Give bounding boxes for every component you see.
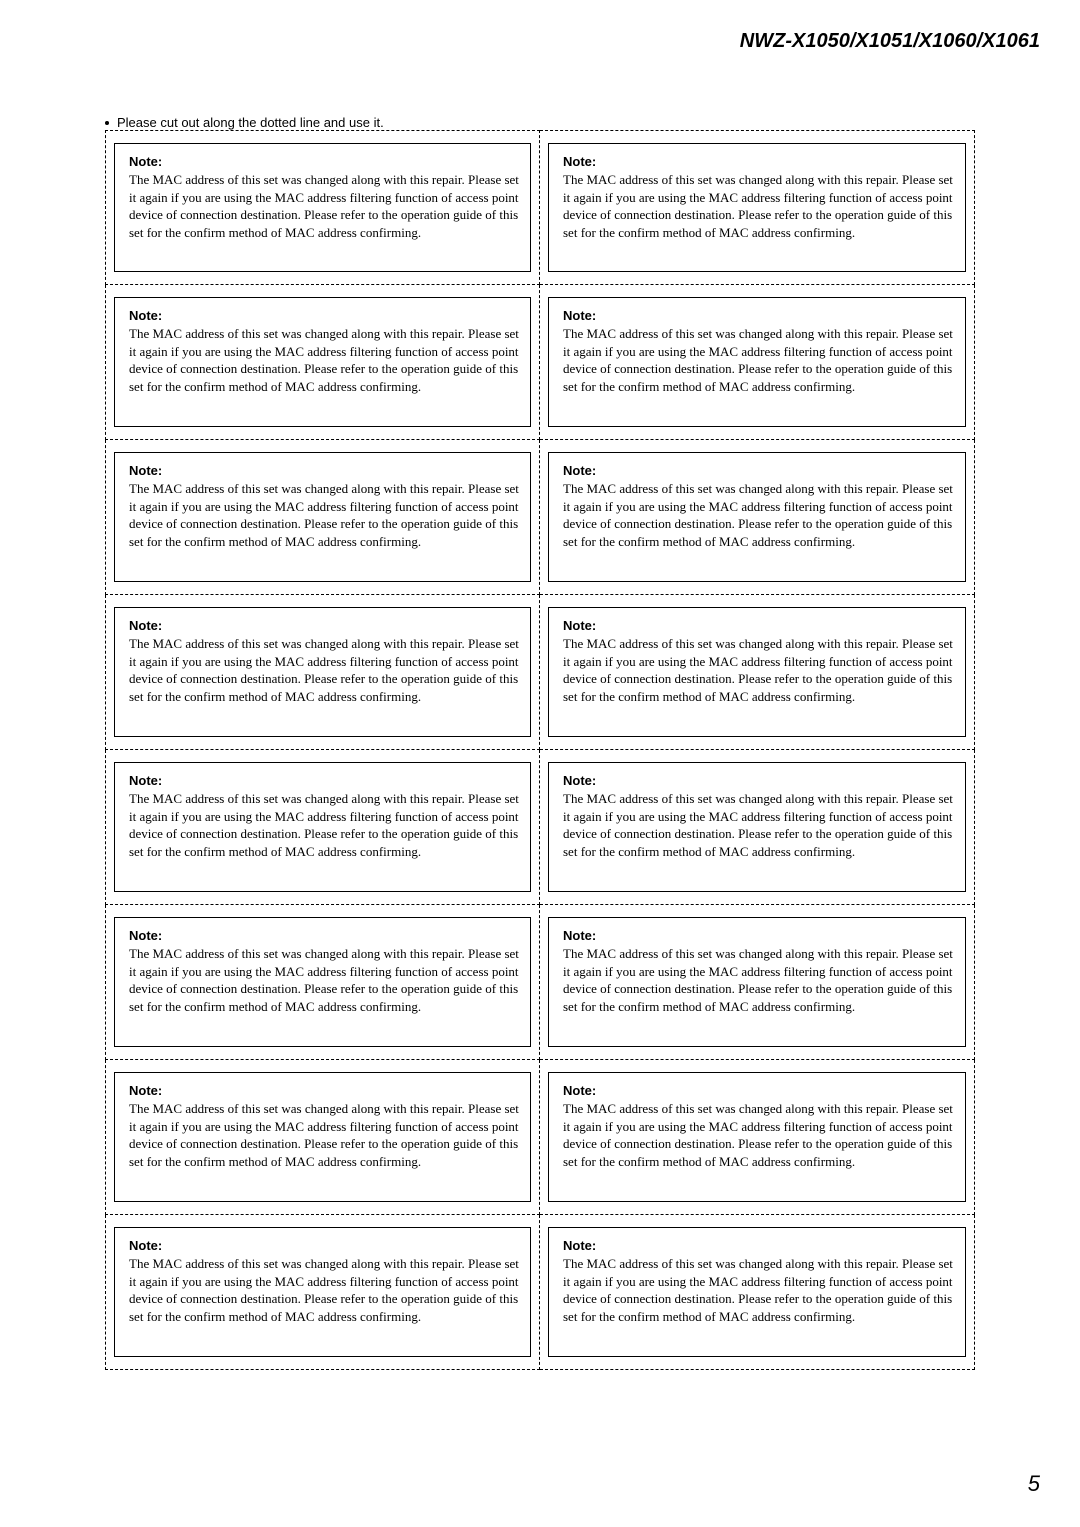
note-card: Note: The MAC address of this set was cha…: [114, 1227, 531, 1357]
note-card-cell: Note: The MAC address of this set was cha…: [105, 440, 540, 595]
note-label: Note:: [563, 773, 955, 788]
note-body: The MAC address of this set was changed …: [129, 325, 520, 395]
note-body: The MAC address of this set was changed …: [563, 325, 955, 395]
note-card: Note: The MAC address of this set was cha…: [548, 762, 966, 892]
note-body: The MAC address of this set was changed …: [563, 790, 955, 860]
note-card-cell: Note: The MAC address of this set was cha…: [105, 905, 540, 1060]
note-card: Note: The MAC address of this set was cha…: [114, 607, 531, 737]
note-body: The MAC address of this set was changed …: [129, 1255, 520, 1325]
note-label: Note:: [563, 308, 955, 323]
note-label: Note:: [129, 308, 520, 323]
note-label: Note:: [129, 773, 520, 788]
page-number: 5: [1028, 1471, 1040, 1497]
note-card-cell: Note: The MAC address of this set was cha…: [540, 1215, 975, 1370]
note-body: The MAC address of this set was changed …: [563, 1100, 955, 1170]
note-body: The MAC address of this set was changed …: [563, 635, 955, 705]
note-card-cell: Note: The MAC address of this set was cha…: [540, 440, 975, 595]
note-card-cell: Note: The MAC address of this set was cha…: [105, 130, 540, 285]
note-card: Note: The MAC address of this set was cha…: [114, 1072, 531, 1202]
instruction-text: Please cut out along the dotted line and…: [117, 115, 384, 130]
model-header: NWZ-X1050/X1051/X1060/X1061: [740, 30, 1040, 53]
note-card: Note: The MAC address of this set was cha…: [548, 607, 966, 737]
note-card-cell: Note: The MAC address of this set was cha…: [540, 130, 975, 285]
note-body: The MAC address of this set was changed …: [129, 635, 520, 705]
note-card-cell: Note: The MAC address of this set was cha…: [540, 1060, 975, 1215]
note-label: Note:: [129, 1238, 520, 1253]
note-body: The MAC address of this set was changed …: [129, 790, 520, 860]
note-card-cell: Note: The MAC address of this set was cha…: [540, 750, 975, 905]
cut-instruction: Please cut out along the dotted line and…: [105, 115, 384, 130]
note-label: Note:: [563, 618, 955, 633]
note-body: The MAC address of this set was changed …: [563, 945, 955, 1015]
note-card: Note: The MAC address of this set was cha…: [114, 297, 531, 427]
note-body: The MAC address of this set was changed …: [563, 171, 955, 241]
note-card-cell: Note: The MAC address of this set was cha…: [540, 595, 975, 750]
note-card: Note: The MAC address of this set was cha…: [548, 917, 966, 1047]
note-label: Note:: [129, 618, 520, 633]
note-card: Note: The MAC address of this set was cha…: [548, 143, 966, 272]
note-card: Note: The MAC address of this set was cha…: [114, 917, 531, 1047]
bullet-icon: [105, 121, 109, 125]
note-label: Note:: [563, 1083, 955, 1098]
note-label: Note:: [129, 1083, 520, 1098]
note-card-cell: Note: The MAC address of this set was cha…: [105, 1060, 540, 1215]
note-card-cell: Note: The MAC address of this set was cha…: [540, 905, 975, 1060]
note-card: Note: The MAC address of this set was cha…: [548, 452, 966, 582]
note-card-cell: Note: The MAC address of this set was cha…: [105, 750, 540, 905]
note-label: Note:: [129, 928, 520, 943]
note-label: Note:: [129, 463, 520, 478]
note-label: Note:: [563, 154, 955, 169]
note-label: Note:: [563, 1238, 955, 1253]
note-card: Note: The MAC address of this set was cha…: [548, 1227, 966, 1357]
note-label: Note:: [129, 154, 520, 169]
note-body: The MAC address of this set was changed …: [563, 480, 955, 550]
note-body: The MAC address of this set was changed …: [129, 171, 520, 241]
note-card-cell: Note: The MAC address of this set was cha…: [540, 285, 975, 440]
note-card: Note: The MAC address of this set was cha…: [548, 1072, 966, 1202]
note-body: The MAC address of this set was changed …: [129, 1100, 520, 1170]
note-card: Note: The MAC address of this set was cha…: [114, 452, 531, 582]
note-body: The MAC address of this set was changed …: [563, 1255, 955, 1325]
note-card-cell: Note: The MAC address of this set was cha…: [105, 285, 540, 440]
note-card: Note: The MAC address of this set was cha…: [114, 762, 531, 892]
note-card-cell: Note: The MAC address of this set was cha…: [105, 1215, 540, 1370]
note-label: Note:: [563, 463, 955, 478]
note-card-cell: Note: The MAC address of this set was cha…: [105, 595, 540, 750]
note-cards-grid: Note: The MAC address of this set was cha…: [105, 130, 975, 1370]
note-body: The MAC address of this set was changed …: [129, 480, 520, 550]
note-label: Note:: [563, 928, 955, 943]
note-card: Note: The MAC address of this set was cha…: [114, 143, 531, 272]
note-card: Note: The MAC address of this set was cha…: [548, 297, 966, 427]
note-body: The MAC address of this set was changed …: [129, 945, 520, 1015]
